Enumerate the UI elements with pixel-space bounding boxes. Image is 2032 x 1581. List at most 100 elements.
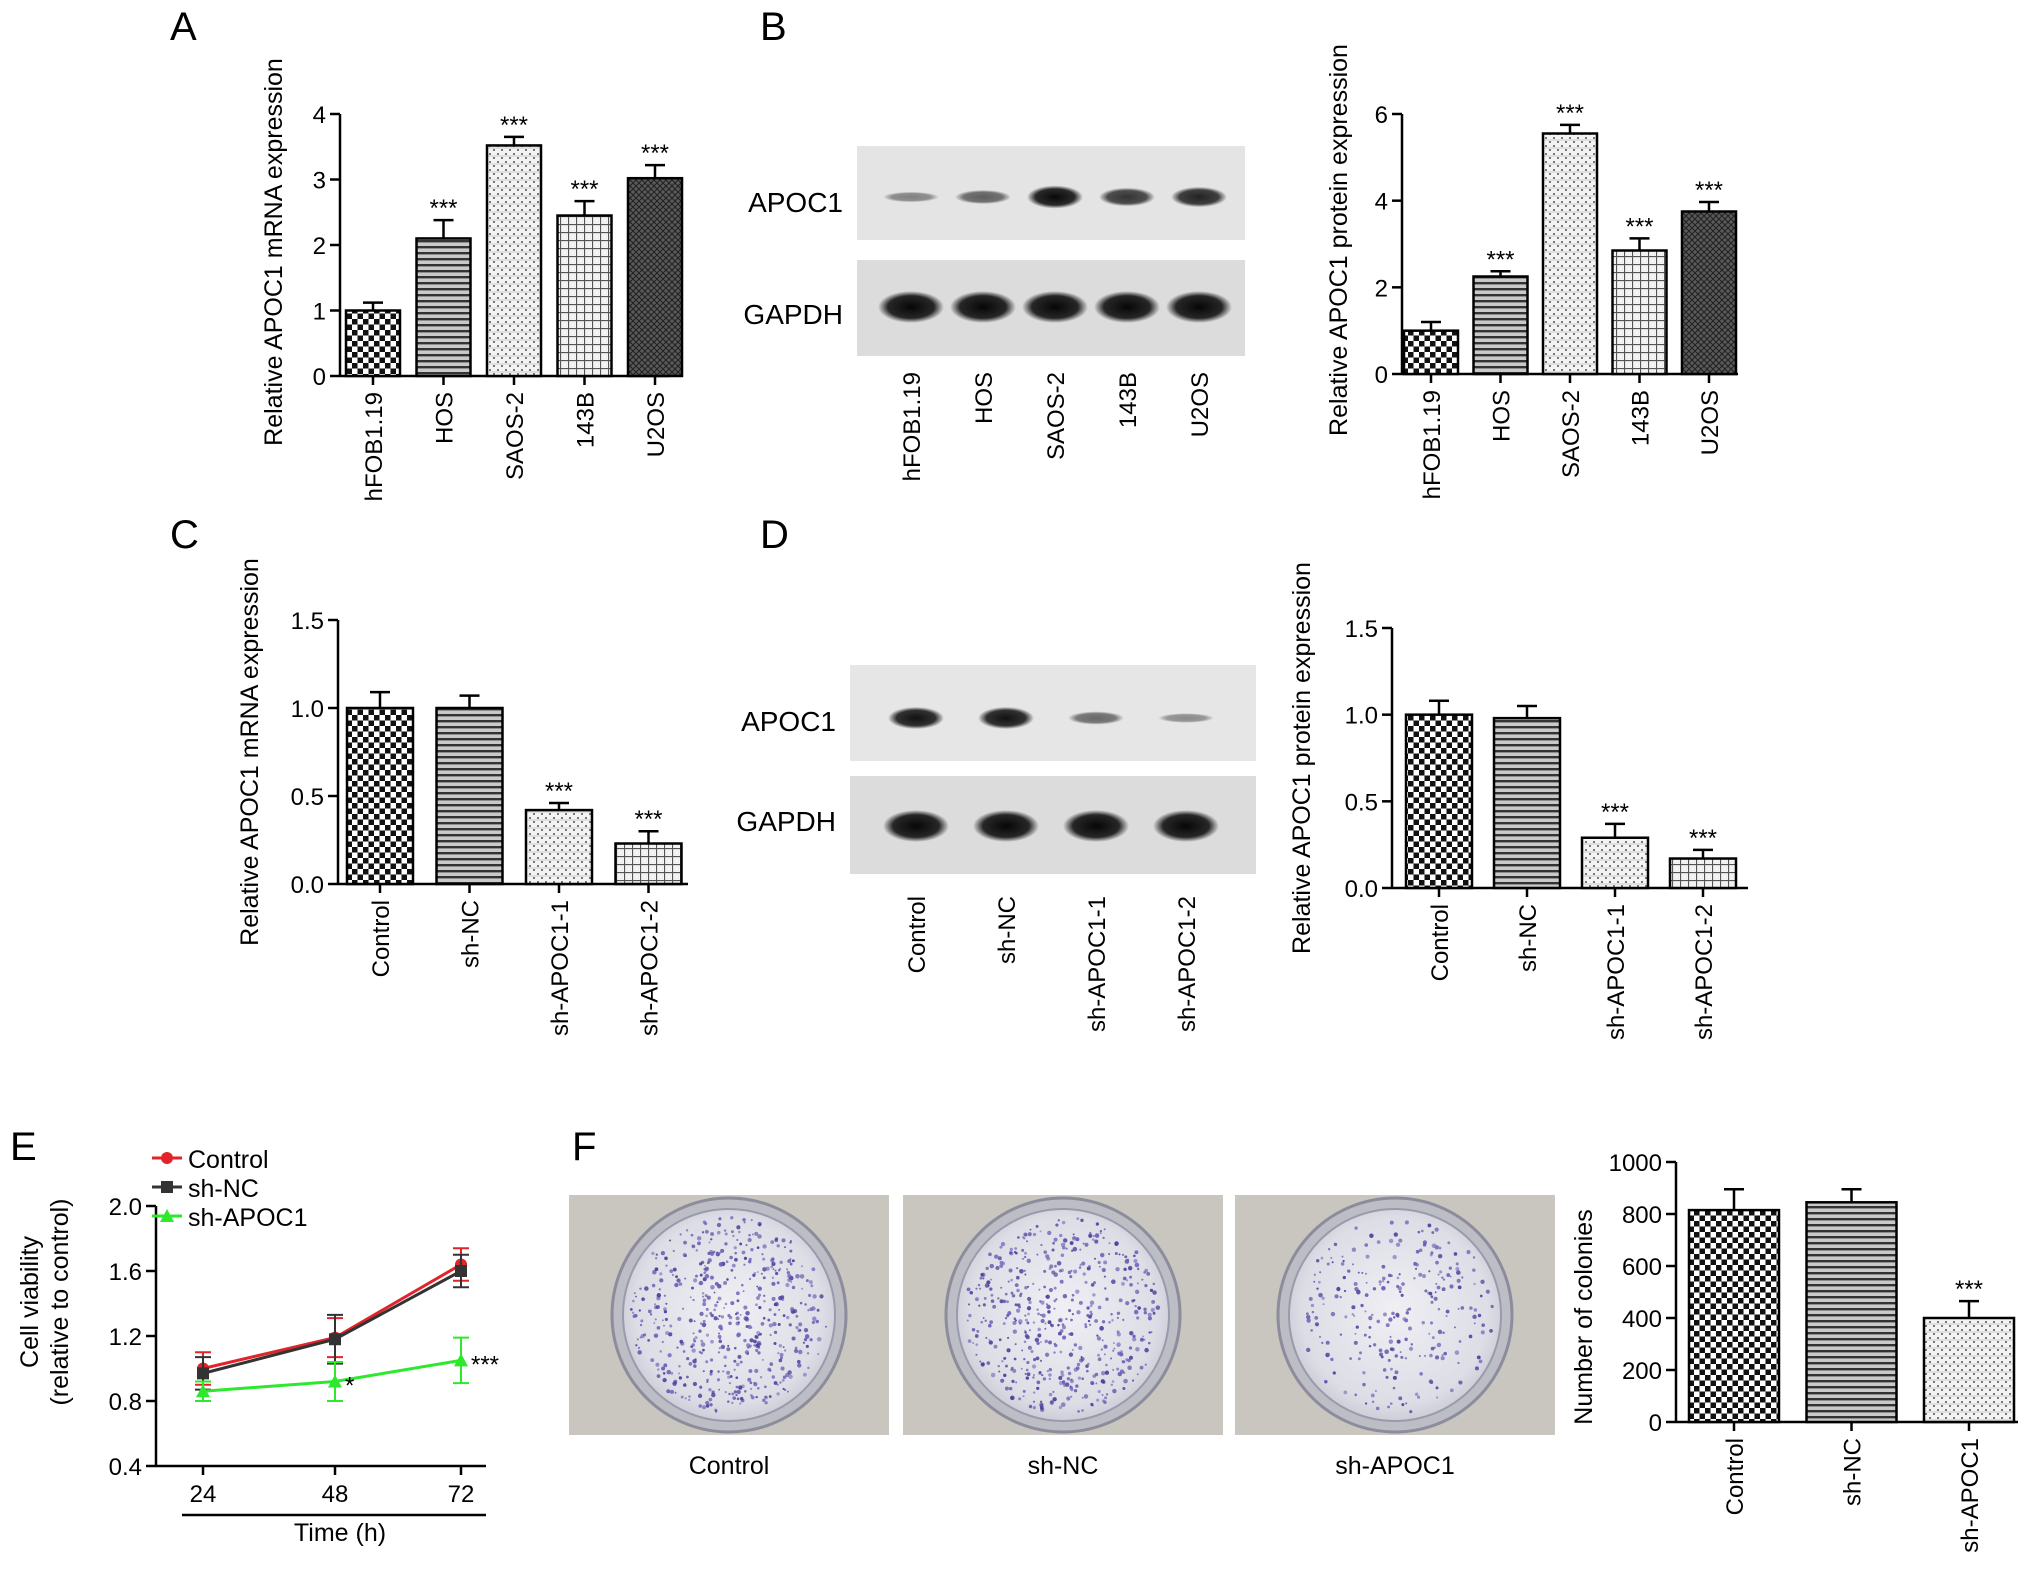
colony-dot — [707, 1261, 710, 1265]
colony-dot — [709, 1372, 713, 1376]
colony-dot — [1071, 1293, 1075, 1297]
colony-dot — [1084, 1280, 1088, 1284]
colony-dot — [1368, 1335, 1371, 1339]
chart-c-xtick-label-3: sh-APOC1-2 — [637, 900, 664, 1036]
colony-dot — [1132, 1337, 1137, 1342]
colony-dot — [771, 1276, 775, 1280]
colony-dot — [779, 1352, 784, 1357]
colony-dot — [691, 1343, 695, 1347]
colony-dot — [1100, 1348, 1103, 1351]
colony-dot — [779, 1260, 783, 1264]
colony-dot — [1108, 1320, 1111, 1324]
colony-dot — [1094, 1319, 1098, 1323]
colony-dot — [639, 1287, 642, 1291]
colony-dot — [682, 1383, 687, 1387]
colony-dot — [1036, 1341, 1040, 1345]
chart-a-xtick-label-1: HOS — [432, 392, 459, 444]
colony-dot — [1073, 1269, 1078, 1274]
colony-dot — [1379, 1352, 1383, 1357]
colony-dot — [695, 1274, 698, 1278]
chart-c-ytick-label-2: 1.0 — [291, 696, 324, 723]
chart-c-bar-2 — [524, 808, 594, 886]
colony-dot — [1046, 1369, 1050, 1373]
colony-dot — [1009, 1251, 1014, 1256]
colony-dot — [738, 1385, 743, 1390]
colony-dot — [710, 1285, 715, 1290]
colony-dot — [993, 1344, 998, 1349]
colony-dot — [1339, 1333, 1343, 1336]
colony-dot — [717, 1284, 722, 1289]
colony-dot — [1316, 1287, 1319, 1290]
colony-dot — [1096, 1336, 1102, 1341]
colony-dot — [1322, 1303, 1325, 1306]
colony-dot — [1057, 1219, 1060, 1222]
colony-dot — [789, 1241, 792, 1244]
colony-dot — [1132, 1379, 1135, 1382]
colony-dot — [731, 1401, 734, 1404]
colony-dot — [1096, 1398, 1100, 1402]
colony-dot — [1339, 1295, 1342, 1299]
colony-dot — [985, 1336, 988, 1339]
colony-dot — [779, 1381, 782, 1384]
colony-dot — [718, 1339, 723, 1344]
chart-e-significance-1: * — [345, 1373, 354, 1400]
colony-dot — [1415, 1263, 1419, 1267]
colony-dot — [1090, 1283, 1095, 1287]
chart-f-significance-2: *** — [1955, 1276, 1983, 1303]
colony-dot — [733, 1276, 737, 1279]
colony-dot — [705, 1307, 709, 1311]
colony-dot — [1134, 1304, 1137, 1308]
colony-dot — [782, 1375, 787, 1379]
chart-b-ytick-label-1: 2 — [1375, 275, 1388, 302]
colony-dot — [751, 1233, 754, 1236]
colony-dot — [1026, 1360, 1030, 1365]
colony-dot — [1383, 1312, 1387, 1317]
colony-dot — [1077, 1376, 1081, 1380]
colony-dot — [1453, 1326, 1456, 1329]
colony-dot — [1043, 1250, 1048, 1254]
colony-dot — [1408, 1326, 1412, 1331]
colony-dot — [975, 1353, 978, 1356]
colony-dot — [747, 1377, 752, 1382]
colony-dot — [1075, 1289, 1080, 1294]
colony-dot — [748, 1257, 752, 1261]
colony-dot — [1078, 1300, 1083, 1305]
colony-dot — [1434, 1355, 1440, 1360]
colony-dot — [1070, 1249, 1074, 1253]
colony-dot — [649, 1313, 653, 1316]
colony-dot — [1015, 1275, 1020, 1280]
colony-dot — [1146, 1271, 1151, 1276]
blot-d-gapdh-band-2 — [1063, 810, 1129, 842]
colony-dot — [786, 1270, 790, 1275]
colony-dot — [982, 1303, 986, 1307]
colony-dot — [1097, 1353, 1100, 1357]
colony-dot — [1116, 1342, 1121, 1347]
colony-dot — [805, 1279, 809, 1282]
colony-dot — [1070, 1298, 1074, 1302]
colony-dot — [698, 1280, 704, 1286]
colony-dot — [750, 1387, 753, 1391]
chart-b-bar-1 — [1472, 275, 1529, 376]
colony-dot — [639, 1323, 643, 1327]
colony-dot — [1124, 1259, 1130, 1264]
colony-dot — [1441, 1276, 1444, 1279]
chart-a-bar-2 — [485, 144, 543, 378]
colony-dot — [1417, 1230, 1421, 1234]
colony-dot — [1397, 1286, 1402, 1291]
colony-dot — [1019, 1269, 1024, 1274]
colony-dot — [720, 1315, 725, 1319]
colony-dot — [1134, 1250, 1139, 1255]
colony-dot — [1000, 1241, 1006, 1247]
colony-dot — [1476, 1355, 1481, 1360]
colony-dot — [754, 1335, 758, 1339]
colony-dot — [1065, 1317, 1068, 1321]
colony-dot — [1024, 1372, 1027, 1376]
colony-dot — [1455, 1262, 1459, 1266]
colony-dot — [1028, 1404, 1033, 1409]
colony-dot — [1306, 1312, 1309, 1316]
colony-dot — [739, 1402, 742, 1405]
colony-dot — [1399, 1351, 1402, 1354]
colony-dot — [810, 1284, 814, 1288]
colony-dot — [1036, 1308, 1039, 1311]
colony-dot — [1010, 1278, 1013, 1282]
